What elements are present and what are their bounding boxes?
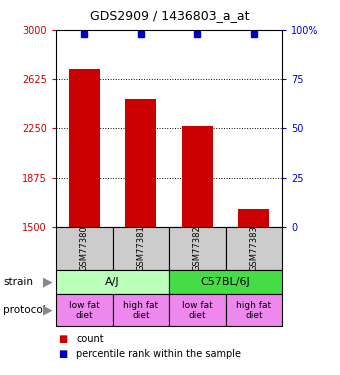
Text: ■: ■ xyxy=(58,334,67,344)
Bar xyxy=(238,209,270,227)
Text: ▶: ▶ xyxy=(43,304,52,317)
Bar xyxy=(169,227,226,270)
Text: percentile rank within the sample: percentile rank within the sample xyxy=(76,350,241,359)
Bar xyxy=(56,227,113,270)
Text: strain: strain xyxy=(3,277,33,287)
Bar xyxy=(125,99,156,227)
Bar xyxy=(113,227,169,270)
Text: GSM77381: GSM77381 xyxy=(136,226,146,272)
Text: high fat
diet: high fat diet xyxy=(123,301,158,320)
Text: low fat
diet: low fat diet xyxy=(182,301,213,320)
Text: A/J: A/J xyxy=(105,277,120,287)
Text: GSM77383: GSM77383 xyxy=(250,225,258,272)
Text: GSM77382: GSM77382 xyxy=(193,226,202,272)
Text: high fat
diet: high fat diet xyxy=(236,301,272,320)
Text: C57BL/6J: C57BL/6J xyxy=(201,277,251,287)
Bar xyxy=(169,270,282,294)
Bar xyxy=(113,294,169,326)
Text: count: count xyxy=(76,334,104,344)
Text: ■: ■ xyxy=(58,350,67,359)
Bar xyxy=(69,69,100,227)
Text: low fat
diet: low fat diet xyxy=(69,301,100,320)
Bar xyxy=(56,270,169,294)
Text: GSM77380: GSM77380 xyxy=(80,226,89,272)
Text: ▶: ▶ xyxy=(43,276,52,289)
Bar xyxy=(226,294,282,326)
Text: protocol: protocol xyxy=(3,305,46,315)
Text: GDS2909 / 1436803_a_at: GDS2909 / 1436803_a_at xyxy=(90,9,250,22)
Bar xyxy=(169,294,226,326)
Bar xyxy=(182,126,213,227)
Bar xyxy=(226,227,282,270)
Bar xyxy=(56,294,113,326)
